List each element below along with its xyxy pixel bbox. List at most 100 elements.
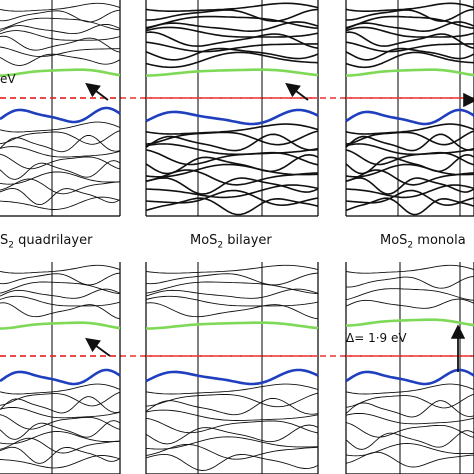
bottom-left-cond-band-5	[0, 302, 121, 320]
top-right-conduction-band-min	[345, 68, 474, 77]
top-left-val-band-5	[0, 160, 121, 180]
bottom-right-cond-band-1	[345, 275, 474, 289]
top-left-val-band-9	[0, 196, 121, 210]
bottom-middle-val-band-3	[145, 409, 319, 421]
top-middle-cond-band-3	[145, 21, 319, 33]
top-left-gap-arrow	[85, 82, 109, 101]
top-left-cond-band-2	[0, 17, 121, 31]
bottom-left-val-band-6	[0, 431, 121, 445]
top-left-cond-band-5	[0, 35, 121, 53]
top-right-cond-band-5	[345, 31, 474, 49]
bottom-middle-cond-band-0	[145, 264, 319, 274]
top-right-val-band-10	[345, 189, 474, 207]
bottom-left-cond-band-2	[0, 281, 121, 295]
bottom-left-cond-band-1	[0, 272, 121, 286]
bottom-left-val-band-4	[0, 414, 121, 430]
bottom-right-val-band-6	[345, 443, 474, 457]
top-left-valence-band-max	[0, 106, 121, 124]
bottom-middle-cond-band-1	[145, 272, 319, 286]
bottom-right-cond-band-0	[345, 264, 474, 274]
top-right-valence-band-max	[345, 108, 474, 126]
bottom-right-val-band-5	[345, 430, 474, 450]
top-left-cond-band-4	[0, 30, 121, 41]
top-right-val-band-9	[345, 184, 474, 199]
bottom-middle-cond-band-4	[145, 295, 319, 307]
bottom-right-cond-band-3	[345, 298, 474, 309]
bottom-left-val-band-7	[0, 437, 121, 454]
bottom-left-conduction-band-min	[0, 321, 121, 330]
top-left-cond-band-3	[0, 23, 121, 35]
top-right-val-band-7	[345, 169, 474, 186]
top-right-val-band-2	[345, 133, 474, 152]
bottom-right-val-band-2	[345, 400, 474, 418]
bottom-right-val-band-3	[345, 412, 474, 425]
bottom-middle-val-band-4	[145, 417, 319, 434]
top-right-val-band-11	[345, 197, 474, 216]
top-right-val-band-8	[345, 177, 474, 195]
top-right-cond-band-0	[345, 2, 474, 12]
top-left-cond-band-6	[0, 46, 120, 57]
top-middle-conduction-band-min	[145, 68, 319, 77]
top-middle-val-band-8	[145, 177, 319, 195]
bottom-middle-conduction-band-min	[145, 321, 319, 330]
bottom-left-val-band-5	[0, 420, 121, 440]
bottom-left-cond-band-3	[0, 288, 121, 299]
top-middle-val-band-11	[145, 197, 319, 216]
caption-bilayer: MoS2 bilayer	[190, 233, 272, 251]
bottom-right-val-band-0	[345, 383, 474, 395]
top-left-conduction-band-min	[0, 68, 121, 77]
top-middle-cond-band-8	[145, 51, 319, 69]
bottom-right-conduction-band-min	[345, 318, 474, 327]
top-left-val-band-2	[0, 135, 121, 153]
bottom-middle-val-band-7	[145, 444, 319, 460]
bottom-right-val-band-4	[345, 422, 474, 438]
top-right-val-band-4	[345, 149, 474, 166]
top-left-cond-band-7	[0, 53, 121, 66]
bottom-left-valence-band-max	[0, 368, 121, 386]
gap-label-monolayer: Δ= 1·9 eV	[346, 331, 407, 345]
top-left-val-band-4	[0, 153, 121, 170]
bottom-left-val-band-1	[0, 391, 121, 407]
top-right-cond-band-3	[345, 21, 474, 33]
bottom-left-cond-band-0	[0, 264, 121, 274]
top-middle-gap-arrow	[285, 82, 309, 101]
top-right-cond-band-1	[345, 8, 474, 23]
top-middle-valence-band-max	[145, 108, 319, 126]
top-middle-val-band-2	[145, 133, 319, 152]
bottom-left-val-band-0	[0, 383, 121, 395]
caption-monolayer: MoS2 monola	[380, 233, 466, 251]
top-middle-val-band-7	[145, 169, 319, 186]
bottom-middle-val-band-1	[145, 392, 319, 408]
bottom-right-val-band-7	[345, 451, 474, 468]
bottom-left-gap-arrow	[85, 337, 111, 357]
bottom-middle-val-band-6	[145, 436, 319, 450]
top-middle-val-band-9	[145, 184, 319, 199]
top-right-val-band-3	[345, 143, 474, 156]
bottom-middle-cond-band-5	[145, 302, 319, 320]
bottom-left-val-band-9	[0, 455, 121, 469]
top-middle-cond-band-1	[145, 8, 319, 23]
top-middle-cond-band-5	[145, 31, 319, 49]
top-left-val-band-7	[0, 178, 121, 195]
bottom-middle-cond-band-3	[145, 288, 319, 299]
bottom-right-cond-band-2	[345, 288, 474, 301]
top-middle-cond-band-0	[145, 2, 319, 12]
top-left-val-band-8	[0, 187, 121, 206]
top-left-val-band-6	[0, 171, 121, 185]
top-left-cond-band-0	[0, 2, 121, 12]
bottom-left-cond-band-4	[0, 295, 121, 307]
top-middle-val-band-6	[145, 163, 319, 178]
bottom-left-val-band-3	[0, 406, 121, 419]
top-right-val-band-0	[345, 123, 474, 135]
top-middle-cond-band-7	[145, 47, 319, 61]
bottom-middle-cond-band-2	[145, 281, 319, 295]
bottom-right-valence-band-max	[345, 368, 474, 386]
bottom-left-val-band-8	[0, 446, 121, 464]
gap-label-top-left: eV	[0, 72, 16, 86]
bottom-middle-val-band-8	[145, 453, 319, 471]
bottom-middle-valence-band-max	[145, 368, 319, 386]
top-right-val-band-6	[345, 163, 474, 178]
top-middle-val-band-4	[145, 149, 319, 166]
caption-quadrilayer: S2 quadrilayer	[0, 233, 93, 251]
